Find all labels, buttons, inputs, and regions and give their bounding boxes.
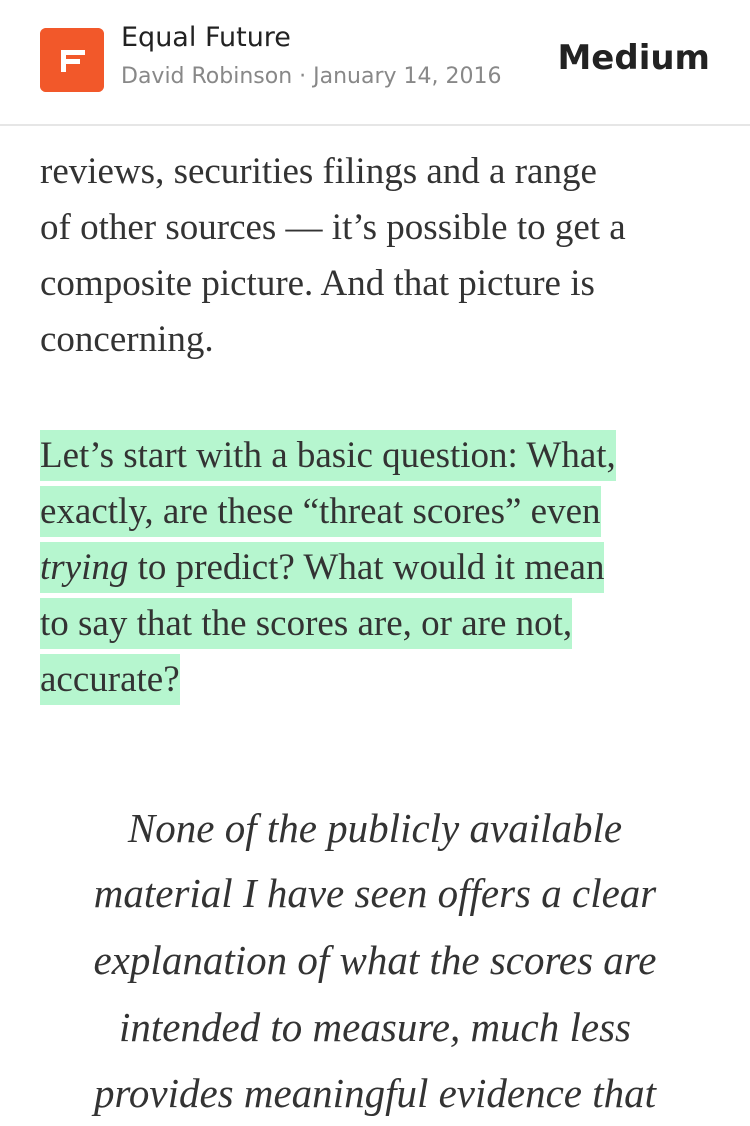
- highlight-line: exactly, are these “threat scores” even: [40, 484, 601, 540]
- highlight-line: Let’s start with a basic question: What,: [40, 428, 616, 484]
- quote-line: explanation of what the scores are: [93, 937, 657, 983]
- highlight-line: to say that the scores are, or are not,: [40, 596, 573, 652]
- publication-logo[interactable]: [40, 28, 104, 92]
- byline: David Robinson · January 14, 2016: [121, 64, 502, 89]
- paragraph-line: composite picture. And that picture is: [40, 263, 595, 304]
- paragraph-line: concerning.: [40, 319, 214, 360]
- paragraph-line: reviews, securities filings and a range: [40, 151, 597, 192]
- quote-line: material I have seen offers a clear: [93, 870, 657, 916]
- highlight-text: Let’s start with a basic question: What,: [40, 430, 616, 481]
- highlight-line: trying to predict? What would it mean: [40, 540, 605, 596]
- publication-name[interactable]: Equal Future: [121, 22, 291, 53]
- quote-line: provides meaningful evidence that: [93, 1070, 657, 1116]
- brand[interactable]: Medium: [557, 38, 710, 78]
- highlight-text: exactly, are these “threat scores” even: [40, 486, 601, 537]
- highlight-text: to say that the scores are, or are not,: [40, 598, 573, 649]
- highlight-text: to predict? What would it mean: [137, 547, 605, 588]
- quote-line: intended to measure, much less: [118, 1004, 632, 1050]
- highlight-text: accurate?: [40, 654, 180, 705]
- paragraph-line: of other sources — it’s possible to get …: [40, 207, 626, 248]
- header: Equal Future David Robinson · January 14…: [0, 0, 750, 126]
- highlight-line: accurate?: [40, 652, 180, 708]
- quote-line: None of the publicly available: [127, 805, 623, 851]
- emphasis: trying: [40, 547, 129, 588]
